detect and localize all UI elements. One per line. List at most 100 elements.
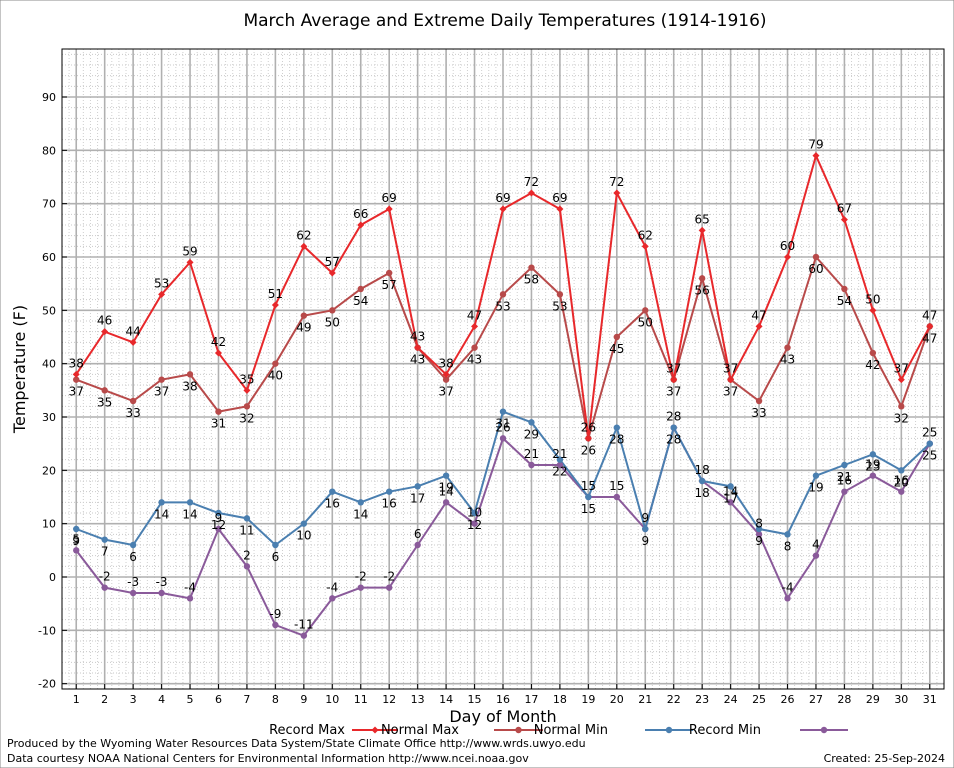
data-label: 43 (410, 330, 425, 344)
x-tick-label: 30 (894, 693, 908, 706)
data-label: 12 (467, 518, 482, 532)
y-tick-label: 40 (42, 358, 56, 371)
x-tick-label: 23 (695, 693, 709, 706)
x-tick-label: 21 (638, 693, 652, 706)
x-tick-label: 15 (468, 693, 482, 706)
data-label: 40 (268, 369, 283, 383)
data-point (158, 290, 166, 298)
data-point (869, 306, 877, 314)
data-point (186, 371, 194, 378)
data-label: 37 (723, 362, 738, 376)
data-point (414, 344, 422, 352)
data-label: 57 (382, 278, 397, 292)
x-tick-label: 25 (752, 693, 766, 706)
data-label: 19 (808, 481, 823, 495)
data-label: 50 (638, 315, 653, 329)
data-point (642, 525, 649, 533)
data-label: 60 (808, 262, 823, 276)
x-tick-label: 3 (130, 693, 137, 706)
data-label: 17 (410, 491, 425, 505)
data-point (869, 451, 877, 458)
data-label: 23 (865, 459, 880, 473)
data-point (812, 472, 820, 479)
data-point (698, 226, 706, 234)
data-label: 43 (780, 353, 795, 367)
data-label: 9 (72, 534, 80, 548)
x-tick-label: 6 (215, 693, 222, 706)
data-point (357, 584, 364, 591)
data-label: 12 (211, 518, 226, 532)
data-label: 21 (524, 447, 539, 461)
data-label: 43 (410, 353, 425, 367)
legend-marker (665, 726, 673, 734)
y-tick-label: 0 (49, 571, 56, 584)
x-tick-label: 12 (382, 693, 396, 706)
data-label: 10 (467, 506, 482, 520)
data-label: 6 (414, 527, 422, 541)
data-label: 57 (325, 255, 340, 269)
y-tick-label: -10 (38, 624, 56, 637)
x-tick-label: 29 (866, 693, 880, 706)
data-label: 6 (272, 550, 280, 564)
data-point (442, 472, 450, 479)
x-tick-label: 8 (272, 693, 279, 706)
x-tick-label: 26 (781, 693, 795, 706)
data-label: 28 (609, 433, 624, 447)
x-tick-label: 20 (610, 693, 624, 706)
data-label: 37 (894, 362, 909, 376)
data-label: 37 (666, 385, 681, 399)
x-tick-label: 16 (496, 693, 510, 706)
data-label: 15 (609, 479, 624, 493)
data-point (528, 461, 535, 469)
data-label: 44 (125, 324, 140, 338)
data-label: 72 (524, 175, 539, 189)
data-point (300, 632, 308, 639)
data-point (357, 285, 364, 293)
footer-data-courtesy: Data courtesy NOAA National Centers for … (7, 752, 529, 765)
data-label: 79 (808, 138, 823, 152)
data-label: 60 (780, 239, 795, 253)
data-point (328, 269, 336, 277)
footer-created: Created: 25-Sep-2024 (823, 752, 945, 765)
data-point (186, 258, 194, 266)
data-point (73, 376, 80, 383)
data-label: -11 (294, 618, 314, 632)
data-point (471, 509, 478, 517)
data-label: 17 (723, 491, 738, 505)
data-label: 14 (182, 507, 197, 521)
legend-marker (515, 726, 522, 734)
y-tick-label: 50 (42, 304, 56, 317)
data-label: -2 (383, 570, 395, 584)
data-point (214, 349, 222, 357)
data-label: 53 (552, 299, 567, 313)
data-point (499, 435, 507, 442)
data-point (101, 584, 108, 591)
data-label: 16 (325, 497, 340, 511)
data-label: 33 (751, 406, 766, 420)
data-point (755, 525, 763, 533)
data-point (641, 242, 649, 250)
x-tick-label: 1 (73, 693, 80, 706)
data-point (215, 525, 222, 533)
data-point (215, 509, 222, 517)
data-label: 47 (467, 308, 482, 322)
data-point (272, 621, 279, 629)
data-label: 35 (97, 395, 112, 409)
y-tick-label: 10 (42, 518, 56, 531)
data-label: 7 (101, 545, 109, 559)
data-label: 29 (524, 427, 539, 441)
data-point (73, 525, 80, 533)
data-point (869, 472, 877, 479)
data-point (243, 563, 251, 570)
data-label: 54 (353, 294, 368, 308)
data-label: 50 (865, 292, 880, 306)
data-label: 69 (552, 191, 567, 205)
data-point (926, 440, 933, 447)
data-label: 2 (243, 548, 251, 562)
data-label: 37 (666, 362, 681, 376)
x-tick-label: 4 (158, 693, 165, 706)
data-point (755, 397, 763, 405)
data-point (414, 541, 421, 549)
data-point (186, 499, 194, 506)
data-point (784, 531, 791, 538)
